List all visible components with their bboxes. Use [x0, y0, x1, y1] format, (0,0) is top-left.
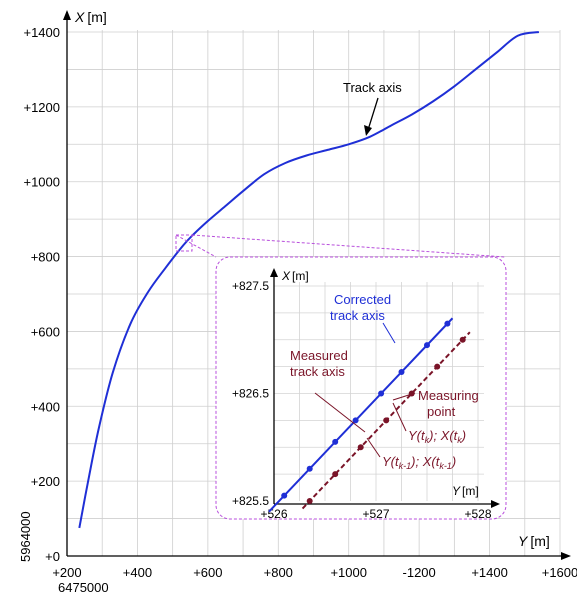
x-tick-label: +1000 [330, 565, 367, 580]
inset-x-tick-label: +527 [362, 507, 389, 521]
measuring-label-line2: point [427, 404, 456, 419]
track-axis-pointer [367, 97, 379, 131]
inset-y-axis-label: X [m] [281, 269, 309, 283]
y-tick-label: +200 [31, 474, 60, 489]
corrected-point [352, 417, 359, 424]
point-tk-pointer [392, 402, 407, 432]
y-tick-label: +600 [31, 324, 60, 339]
corrected-points [281, 320, 451, 499]
inset-ticks: +526 +527 +528 +825.5 +826.5 +827.5 [232, 279, 492, 521]
x-origin-label: 6475000 [58, 580, 109, 595]
point-tk-label: Y(tk); X(tk) [408, 428, 466, 445]
corrected-label-line1: Corrected [334, 292, 391, 307]
corrected-pointer [382, 322, 396, 344]
point-tk1-pointer [366, 437, 381, 458]
main-y-axis-label: X [m] [74, 9, 107, 25]
y-tick-label: +1400 [23, 25, 60, 40]
inset-x-axis-arrow [491, 500, 500, 508]
zoom-connector-right [191, 234, 506, 258]
x-tick-label: +800 [264, 565, 293, 580]
main-ticks: +200 +400 +600 +800 +1000 -1200 +1400 +1600+0+2… [23, 25, 577, 580]
measured-pointer [314, 392, 366, 433]
y-tick-label: +400 [31, 399, 60, 414]
inset-y-tick-label: +825.5 [232, 494, 269, 508]
y-tick-label: +800 [31, 250, 60, 265]
x-tick-label: +1600 [542, 565, 577, 580]
inset-panel: +526 +527 +528 +825.5 +826.5 +827.5 X [m] Y [m]… [215, 256, 507, 521]
track-axis-line [78, 31, 540, 529]
main-y-axis-arrow [63, 10, 71, 20]
x-tick-label: +1400 [471, 565, 508, 580]
corrected-point [424, 342, 430, 349]
y-tick-label: +1000 [23, 175, 60, 190]
main-x-axis-arrow [561, 552, 571, 560]
inset-y-tick-label: +826.5 [232, 387, 269, 401]
measured-point [357, 444, 364, 451]
corrected-point [398, 369, 405, 375]
x-tick-label: +600 [193, 565, 222, 580]
corrected-point [444, 320, 451, 327]
y-origin-label: 5964000 [18, 511, 33, 562]
corrected-point [306, 465, 313, 472]
track-axis-annotation: Track axis [343, 80, 402, 95]
corrected-track-line [268, 317, 454, 513]
measured-point [306, 498, 313, 504]
track-axis-pointer-head [364, 125, 372, 136]
inset-x-axis-label: Y [m] [452, 484, 479, 498]
measured-point [459, 336, 466, 343]
measured-label-line2: track axis [290, 364, 345, 379]
y-tick-label: +1200 [23, 100, 60, 115]
measured-point [434, 363, 441, 370]
main-x-axis-label: Y [m] [518, 533, 550, 549]
inset-y-tick-label: +827.5 [232, 279, 269, 293]
corrected-point [378, 390, 385, 397]
measuring-label-line1: Measuring [418, 388, 479, 403]
point-tk1-label: Y(tk-1); X(tk-1) [382, 454, 456, 471]
inset-y-axis-arrow [270, 268, 278, 277]
zoom-source-box [175, 234, 193, 252]
x-tick-label: +400 [123, 565, 152, 580]
y-tick-label: +0 [45, 549, 60, 564]
measuring-pointer [392, 392, 416, 401]
x-tick-label: +200 [52, 565, 81, 580]
inset-x-tick-label: +526 [260, 507, 287, 521]
corrected-label-line2: track axis [330, 308, 385, 323]
zoom-connector-left [175, 234, 217, 258]
measured-point [332, 471, 339, 478]
x-tick-label: -1200 [403, 565, 436, 580]
corrected-point [281, 492, 288, 499]
inset-border [215, 256, 507, 520]
corrected-point [332, 438, 339, 445]
inset-x-tick-label: +528 [464, 507, 491, 521]
measured-point [383, 417, 390, 424]
measured-label-line1: Measured [290, 348, 348, 363]
